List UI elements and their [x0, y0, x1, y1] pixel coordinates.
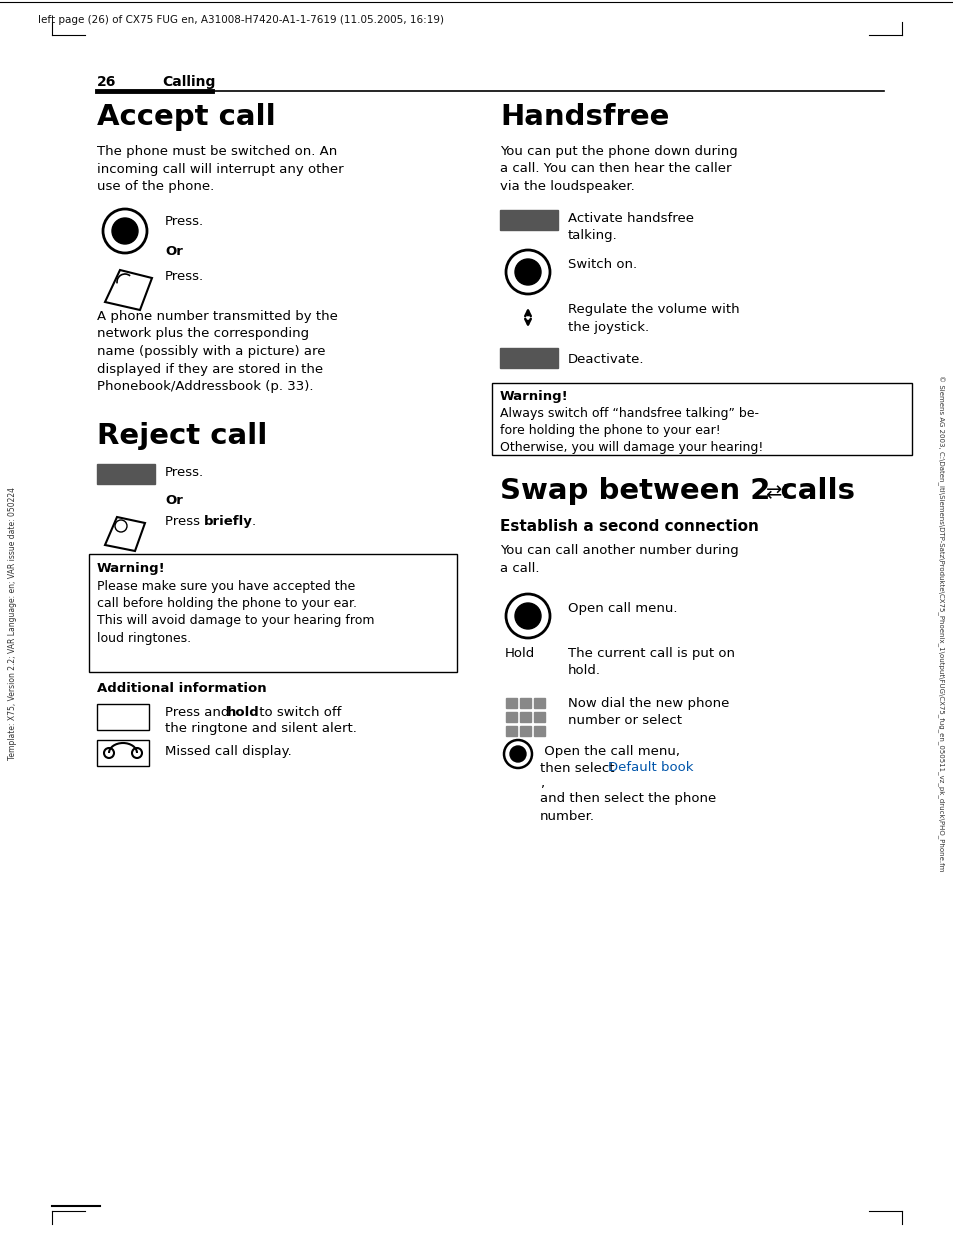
- Circle shape: [510, 746, 525, 763]
- FancyBboxPatch shape: [89, 554, 456, 672]
- FancyBboxPatch shape: [97, 464, 154, 483]
- Text: Handsfr.: Handsfr.: [504, 353, 553, 363]
- Text: Regulate the volume with
the joystick.: Regulate the volume with the joystick.: [567, 303, 739, 334]
- Text: Open the call menu,
then select: Open the call menu, then select: [539, 745, 679, 775]
- Text: Reject call: Reject call: [97, 422, 267, 450]
- Text: Press.: Press.: [165, 270, 204, 283]
- FancyBboxPatch shape: [499, 211, 558, 231]
- Text: *  △: * △: [105, 709, 125, 719]
- Text: Hold: Hold: [504, 647, 535, 660]
- FancyBboxPatch shape: [534, 711, 544, 721]
- Text: Open call menu.: Open call menu.: [567, 602, 677, 616]
- Text: You can call another number during
a call.: You can call another number during a cal…: [499, 545, 738, 574]
- FancyBboxPatch shape: [97, 704, 149, 730]
- Circle shape: [112, 218, 138, 244]
- Text: hold: hold: [227, 706, 259, 719]
- Text: ⇄!: ⇄!: [764, 482, 788, 501]
- Text: Reject: Reject: [107, 468, 146, 478]
- FancyBboxPatch shape: [534, 698, 544, 708]
- Text: Establish a second connection: Establish a second connection: [499, 520, 758, 535]
- Text: A phone number transmitted by the
network plus the corresponding
name (possibly : A phone number transmitted by the networ…: [97, 310, 337, 392]
- FancyBboxPatch shape: [534, 726, 544, 736]
- Text: Warning!: Warning!: [97, 562, 166, 574]
- Text: Press.: Press.: [165, 216, 204, 228]
- Text: The phone must be switched on. An
incoming call will interrupt any other
use of : The phone must be switched on. An incomi…: [97, 145, 343, 193]
- Text: Now dial the new phone
number or select: Now dial the new phone number or select: [567, 697, 729, 728]
- Text: Activate handsfree
talking.: Activate handsfree talking.: [567, 212, 693, 243]
- Text: Press: Press: [165, 515, 204, 528]
- Text: Additional information: Additional information: [97, 682, 266, 695]
- Text: 26: 26: [97, 75, 116, 88]
- FancyBboxPatch shape: [505, 698, 517, 708]
- Text: Press.: Press.: [165, 466, 204, 478]
- Text: Warning!: Warning!: [499, 390, 568, 402]
- Text: Accept call: Accept call: [97, 103, 275, 131]
- Text: Template: X75, Version 2.2; VAR Language: en; VAR issue date: 050224: Template: X75, Version 2.2; VAR Language…: [9, 486, 17, 760]
- Text: the ringtone and silent alert.: the ringtone and silent alert.: [165, 721, 356, 735]
- Circle shape: [515, 259, 540, 285]
- FancyBboxPatch shape: [492, 383, 911, 455]
- FancyBboxPatch shape: [499, 348, 558, 368]
- Text: Switch on.: Switch on.: [567, 258, 637, 270]
- Text: Swap between 2 calls: Swap between 2 calls: [499, 477, 854, 505]
- Text: Deactivate.: Deactivate.: [567, 353, 644, 366]
- Text: .: .: [252, 515, 255, 528]
- FancyBboxPatch shape: [505, 726, 517, 736]
- Text: to switch off: to switch off: [254, 706, 341, 719]
- Text: Press and: Press and: [165, 706, 233, 719]
- Text: briefly: briefly: [204, 515, 253, 528]
- Circle shape: [515, 603, 540, 629]
- Text: Default book: Default book: [607, 761, 693, 774]
- FancyBboxPatch shape: [519, 698, 531, 708]
- FancyBboxPatch shape: [519, 726, 531, 736]
- Text: Handsfr.: Handsfr.: [504, 216, 553, 226]
- Text: Or: Or: [165, 245, 183, 258]
- Text: Or: Or: [165, 493, 183, 507]
- Text: You can put the phone down during
a call. You can then hear the caller
via the l: You can put the phone down during a call…: [499, 145, 737, 193]
- Text: Please make sure you have accepted the
call before holding the phone to your ear: Please make sure you have accepted the c…: [97, 579, 375, 644]
- Text: ,: ,: [539, 778, 543, 790]
- Text: © Siemens AG 2003, C:\Daten_itl\Siemens\DTP-Satz\Produkte\CX75_Phoenix_1\output\: © Siemens AG 2003, C:\Daten_itl\Siemens\…: [936, 375, 943, 871]
- Text: left page (26) of CX75 FUG en, A31008-H7420-A1-1-7619 (11.05.2005, 16:19): left page (26) of CX75 FUG en, A31008-H7…: [38, 15, 443, 25]
- Text: Always switch off “handsfree talking” be-
fore holding the phone to your ear!
Ot: Always switch off “handsfree talking” be…: [499, 407, 762, 455]
- Text: Handsfree: Handsfree: [499, 103, 669, 131]
- FancyBboxPatch shape: [97, 740, 149, 766]
- Text: and then select the phone
number.: and then select the phone number.: [539, 792, 716, 822]
- FancyBboxPatch shape: [519, 711, 531, 721]
- Text: Missed call display.: Missed call display.: [165, 745, 292, 758]
- Text: Calling: Calling: [162, 75, 215, 88]
- FancyBboxPatch shape: [505, 711, 517, 721]
- Text: The current call is put on
hold.: The current call is put on hold.: [567, 647, 734, 678]
